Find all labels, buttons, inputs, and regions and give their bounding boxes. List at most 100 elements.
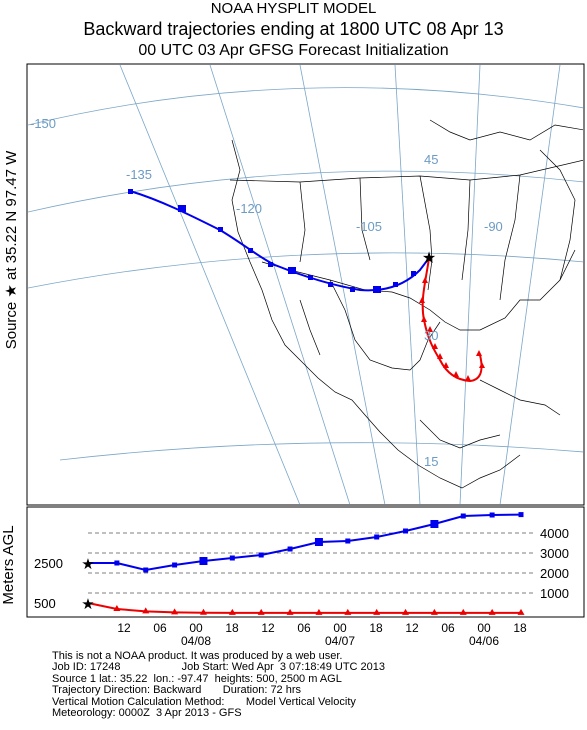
- blue-trajectory: [128, 189, 430, 293]
- blue-marker: [268, 262, 273, 267]
- height-point: [489, 512, 495, 518]
- height-point: [403, 528, 409, 534]
- vertical-motion-text: Vertical Motion Calculation Method: Mode…: [52, 695, 356, 708]
- time-tick-label: 06: [153, 621, 167, 635]
- blue-marker: [128, 189, 133, 194]
- blue-marker: [350, 287, 355, 292]
- height-point: [114, 560, 120, 566]
- time-tick-label: 18: [369, 621, 383, 635]
- source-star-icon: ★: [422, 248, 436, 267]
- height-frame: [26, 506, 585, 618]
- height-point: [172, 562, 178, 568]
- height-point: [459, 608, 467, 615]
- height-point: [287, 546, 293, 552]
- height-point: [258, 552, 264, 558]
- time-tick-label: 18: [225, 621, 239, 635]
- height-tick-label: 2000: [540, 566, 569, 581]
- red-marker: [427, 326, 433, 332]
- height-series: ★★: [81, 512, 525, 615]
- time-tick-label: 12: [117, 621, 131, 635]
- time-tick-label: 12: [405, 621, 419, 635]
- height-point: [143, 567, 149, 573]
- height-point: [314, 538, 323, 546]
- direction-info-text: Trajectory Direction: Backward Duration:…: [52, 684, 302, 697]
- lat-label: 45: [424, 152, 438, 167]
- date-label: 04/06: [469, 634, 499, 648]
- meteorology-text: Meteorology: 0000Z 3 Apr 2013 - GFS: [52, 707, 242, 720]
- height-point: [257, 608, 265, 615]
- red-marker: [419, 297, 425, 303]
- model-title: NOAA HYSPLIT MODEL: [210, 0, 377, 17]
- time-tick-label: 00: [333, 621, 347, 635]
- time-tick-label: 00: [189, 621, 203, 635]
- red-marker: [479, 362, 485, 368]
- lon-label: -90: [484, 219, 503, 234]
- height-point: [430, 608, 438, 615]
- lon-label: -135: [126, 167, 152, 182]
- red-marker: [443, 362, 449, 368]
- height-point: [171, 608, 179, 615]
- height-tick-label: 1000: [540, 586, 569, 601]
- lat-label: 30: [424, 328, 438, 343]
- height-point: [373, 608, 381, 615]
- height-point: [518, 512, 524, 518]
- map-panel: ★ -150 -135 -120 -105 -90 45 30 15: [26, 63, 585, 506]
- height-point: [517, 608, 525, 615]
- lat-label: 15: [424, 454, 438, 469]
- height-point: [315, 608, 323, 615]
- height-point: [286, 608, 294, 615]
- blue-marker: [393, 282, 398, 287]
- map-frame: [26, 63, 585, 506]
- graticule: [28, 65, 583, 504]
- start-star-icon: ★: [81, 595, 94, 613]
- blue-marker: [248, 248, 253, 253]
- blue-marker: [308, 275, 313, 280]
- height-point: [113, 605, 121, 611]
- height-point: [460, 513, 466, 519]
- job-info-text: Job ID: 17248 Job Start: Wed Apr 3 07:18…: [52, 661, 386, 674]
- red-marker: [465, 375, 471, 381]
- initialization-subtitle: 00 UTC 03 Apr GFSG Forecast Initializati…: [138, 42, 449, 59]
- blue-marker: [178, 205, 186, 212]
- blue-height-line: [88, 513, 522, 572]
- height-point: [228, 608, 236, 615]
- time-tick-label: 18: [513, 621, 527, 635]
- height-point: [402, 608, 410, 615]
- red-marker: [422, 277, 428, 283]
- height-point: [430, 520, 439, 528]
- time-axis: 12 06 00 18 12 06 00 18 12 06 00 18 04/08 04/07 04/06: [117, 621, 527, 648]
- time-tick-label: 12: [261, 621, 275, 635]
- lon-label: -120: [236, 201, 262, 216]
- blue-marker: [411, 271, 416, 276]
- height-grid: [88, 532, 535, 594]
- map-borders: [229, 119, 583, 489]
- start-height-label: 500: [34, 596, 56, 611]
- blue-marker: [288, 267, 296, 274]
- height-point: [142, 607, 150, 614]
- height-point: [344, 608, 352, 615]
- blue-marker: [328, 282, 333, 287]
- start-height-label: 2500: [34, 556, 63, 571]
- time-tick-label: 06: [441, 621, 455, 635]
- height-point: [199, 557, 208, 565]
- date-label: 04/08: [181, 634, 211, 648]
- lon-label: -105: [356, 219, 382, 234]
- height-point: [488, 608, 496, 615]
- trajectory-title: Backward trajectories ending at 1800 UTC…: [83, 19, 504, 39]
- lon-label: -150: [30, 116, 56, 131]
- red-marker: [476, 350, 482, 356]
- source-info-text: Source 1 lat.: 35.22 lon.: -97.47 height…: [52, 672, 342, 685]
- height-point: [374, 534, 380, 540]
- height-point: [199, 608, 207, 615]
- time-tick-label: 00: [477, 621, 491, 635]
- time-tick-label: 06: [297, 621, 311, 635]
- red-marker: [453, 371, 459, 377]
- height-tick-labels: 4000 3000 2000 1000 2500 500: [34, 526, 569, 611]
- blue-marker: [218, 227, 223, 232]
- height-tick-label: 3000: [540, 546, 569, 561]
- red-marker: [432, 343, 438, 349]
- blue-marker: [373, 286, 381, 293]
- info-box: This is not a NOAA product. It was produ…: [52, 650, 386, 720]
- height-tick-label: 4000: [540, 526, 569, 541]
